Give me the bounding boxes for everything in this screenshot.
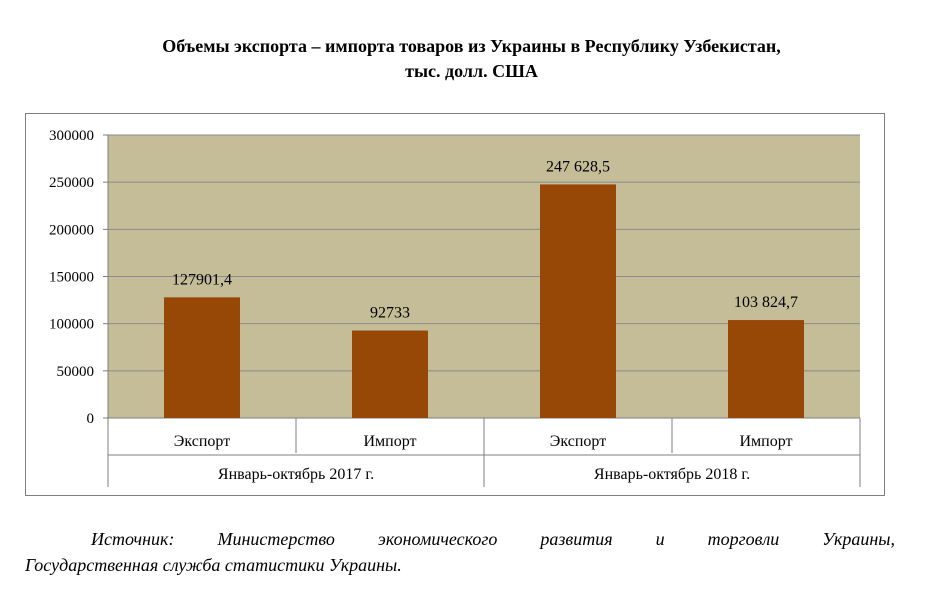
chart-title: Объемы экспорта – импорта товаров из Укр… bbox=[162, 36, 781, 56]
source-line-2: Государственная служба статистики Украин… bbox=[25, 555, 402, 575]
y-tick-label: 300000 bbox=[49, 128, 94, 144]
bar bbox=[728, 320, 804, 418]
x-tick-label: Экспорт bbox=[174, 433, 230, 450]
group-label: Январь-октябрь 2017 г. bbox=[218, 466, 374, 483]
y-tick-label: 200000 bbox=[49, 222, 94, 238]
bar bbox=[352, 330, 428, 418]
x-tick-label: Импорт bbox=[363, 433, 416, 450]
data-label: 247 628,5 bbox=[546, 158, 610, 175]
bar bbox=[540, 184, 616, 418]
chart-subtitle: тыс. долл. США bbox=[405, 61, 538, 81]
y-tick-label: 50000 bbox=[57, 364, 95, 380]
x-tick-label: Импорт bbox=[739, 433, 792, 450]
data-label: 103 824,7 bbox=[734, 294, 798, 311]
y-tick-label: 100000 bbox=[49, 317, 94, 333]
bar bbox=[164, 297, 240, 418]
group-label: Январь-октябрь 2018 г. bbox=[594, 466, 750, 483]
source-note: Источник: Министерство экономического ра… bbox=[25, 526, 895, 578]
x-tick-label: Экспорт bbox=[550, 433, 606, 450]
y-tick-label: 150000 bbox=[49, 270, 94, 286]
data-label: 92733 bbox=[370, 305, 410, 322]
source-line-1: Источник: Министерство экономического ра… bbox=[91, 529, 895, 549]
y-tick-label: 0 bbox=[87, 411, 95, 427]
data-label: 127901,4 bbox=[172, 271, 232, 288]
y-tick-label: 250000 bbox=[49, 175, 94, 191]
